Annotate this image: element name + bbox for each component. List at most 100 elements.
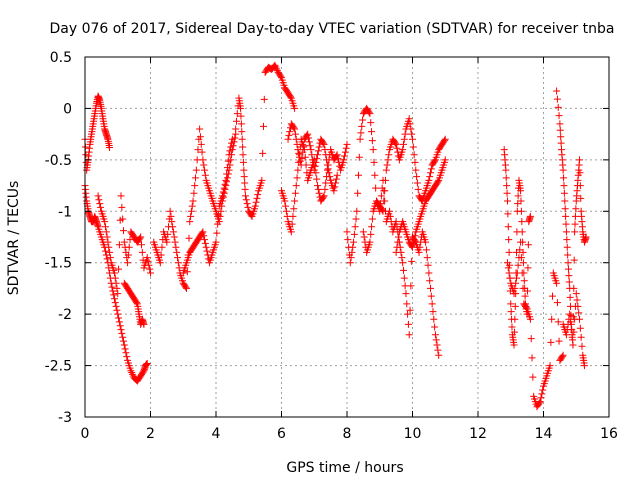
data-point-interp xyxy=(408,257,416,265)
data-point xyxy=(291,104,299,112)
data-point-interp xyxy=(201,236,209,244)
data-point-interp xyxy=(350,230,358,238)
data-point-interp xyxy=(399,140,407,148)
data-point-interp xyxy=(414,185,422,193)
data-point xyxy=(137,233,145,241)
data-point xyxy=(232,125,240,133)
data-point-interp xyxy=(291,130,299,138)
y-tick-label: 0.5 xyxy=(50,50,72,66)
data-point-interp xyxy=(172,243,180,251)
data-point-interp xyxy=(524,241,532,249)
data-point xyxy=(101,218,109,226)
data-point-interp xyxy=(576,324,584,332)
data-point xyxy=(110,269,118,277)
data-point xyxy=(507,300,515,308)
data-point xyxy=(561,197,569,205)
data-point xyxy=(392,248,400,256)
data-point xyxy=(553,279,561,287)
data-point-interp xyxy=(564,265,572,273)
data-point-interp xyxy=(574,302,582,310)
data-point-interp xyxy=(368,128,376,136)
data-point xyxy=(382,166,390,174)
data-point-interp xyxy=(260,95,268,103)
data-point xyxy=(569,341,577,349)
data-point-interp xyxy=(136,234,144,242)
data-point-interp xyxy=(313,155,321,163)
x-axis-label: GPS time / hours xyxy=(286,460,403,476)
data-point xyxy=(228,135,236,143)
data-point xyxy=(350,238,358,246)
data-point-interp xyxy=(223,170,231,178)
data-point-interp xyxy=(557,139,565,147)
data-point-interp xyxy=(504,264,512,272)
data-point-interp xyxy=(391,139,399,147)
data-point-interp xyxy=(554,318,562,326)
data-point-interp xyxy=(409,143,417,151)
data-point-interp xyxy=(424,261,432,269)
data-point-interp xyxy=(253,194,261,202)
data-point-interp xyxy=(555,337,563,345)
y-tick-label: -2 xyxy=(58,307,72,323)
data-point-interp xyxy=(103,255,111,263)
series-tnba-n xyxy=(503,238,567,411)
data-point-interp xyxy=(386,212,394,220)
data-point-interp xyxy=(311,162,319,170)
data-point xyxy=(127,367,135,375)
data-point xyxy=(147,269,154,277)
data-point xyxy=(199,156,207,164)
data-point-interp xyxy=(571,212,579,220)
data-point-interp xyxy=(201,239,209,247)
x-tick-label: 4 xyxy=(212,426,221,442)
data-point-interp xyxy=(511,284,519,292)
data-point-interp xyxy=(171,238,179,246)
data-point xyxy=(238,135,246,143)
data-point xyxy=(333,151,341,159)
data-point xyxy=(196,125,204,133)
data-point-interp xyxy=(122,349,130,357)
data-point-interp xyxy=(203,247,211,255)
data-point-interp xyxy=(226,147,234,155)
data-point-interp xyxy=(198,148,206,156)
data-point-interp xyxy=(565,278,573,286)
data-point xyxy=(346,259,354,267)
data-points xyxy=(81,61,590,411)
data-point-interp xyxy=(192,174,200,182)
data-point-interp xyxy=(290,205,298,213)
data-point xyxy=(143,360,151,368)
data-point-interp xyxy=(224,157,232,165)
data-point-interp xyxy=(214,220,222,228)
data-point-interp xyxy=(522,304,530,312)
data-point-interp xyxy=(576,182,584,190)
data-point-interp xyxy=(220,184,228,192)
data-point-interp xyxy=(187,212,195,220)
data-point-interp xyxy=(158,243,166,251)
data-point-interp xyxy=(295,149,303,157)
series-tnba-f xyxy=(179,135,236,277)
data-point-interp xyxy=(393,243,401,251)
data-point-interp xyxy=(228,139,236,147)
data-point-interp xyxy=(567,318,575,326)
data-point-interp xyxy=(517,207,525,215)
data-point-interp xyxy=(133,299,141,307)
data-point-interp xyxy=(115,314,123,322)
data-point-interp xyxy=(332,175,340,183)
data-point-interp xyxy=(239,151,247,159)
data-point xyxy=(356,135,364,143)
data-point xyxy=(441,135,449,143)
y-tick-label: -1 xyxy=(58,204,72,220)
data-point-interp xyxy=(241,185,249,193)
data-point-interp xyxy=(272,63,280,71)
data-point-interp xyxy=(214,211,222,219)
data-point-interp xyxy=(101,223,109,231)
data-point xyxy=(536,398,544,406)
series-tnba-b xyxy=(81,182,151,385)
data-point-interp xyxy=(406,120,414,128)
data-point xyxy=(120,341,128,349)
data-point-interp xyxy=(380,187,388,195)
data-point xyxy=(222,176,230,184)
data-point-interp xyxy=(506,274,514,282)
data-point xyxy=(251,202,259,210)
data-point-interp xyxy=(410,236,418,244)
data-point xyxy=(110,295,118,303)
